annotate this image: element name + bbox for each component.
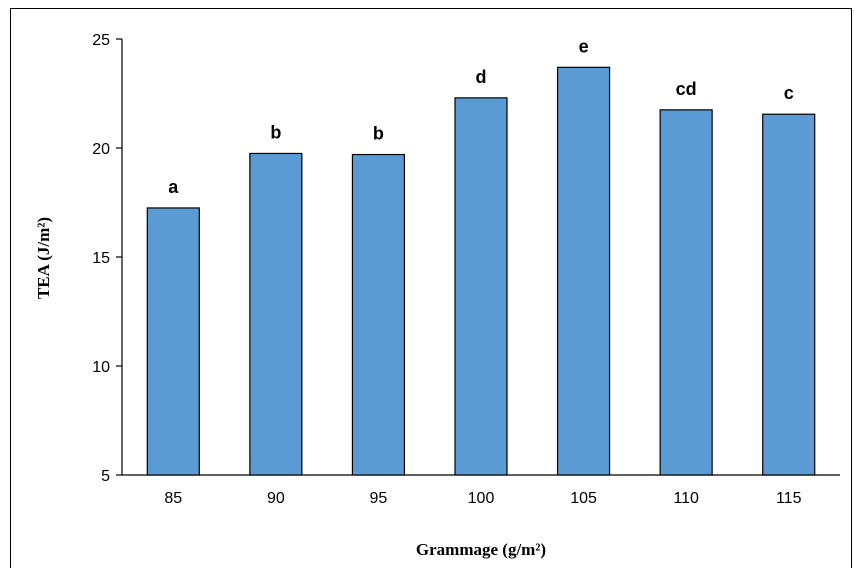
bar xyxy=(249,152,303,476)
bar-data-label: e xyxy=(579,36,589,56)
y-axis-title: TEA (J/m²) xyxy=(34,217,53,299)
bar-data-label: d xyxy=(476,67,487,87)
x-tick-label: 90 xyxy=(267,490,285,507)
bar-data-label: cd xyxy=(676,79,697,99)
bar-data-label: b xyxy=(373,124,384,144)
x-tick-label: 115 xyxy=(776,490,802,507)
axes: 5 10 15 20 25 85 90 95 100 105 110 115 xyxy=(92,32,840,507)
bar xyxy=(762,113,816,476)
bar xyxy=(556,66,611,476)
x-tick-label: 85 xyxy=(164,490,182,507)
bar-data-label: b xyxy=(270,122,281,142)
y-tick-label: 20 xyxy=(92,141,110,158)
y-tick-label: 15 xyxy=(92,250,110,267)
x-tick-label: 100 xyxy=(468,490,495,507)
y-tick-label: 25 xyxy=(92,32,110,49)
bar-data-label: a xyxy=(168,177,179,197)
y-tick-label: 5 xyxy=(101,468,110,485)
bars xyxy=(146,66,816,476)
x-tick-label: 105 xyxy=(570,490,597,507)
bar xyxy=(146,207,200,476)
data-labels: a b b d e cd c xyxy=(168,36,793,197)
x-tick-label: 110 xyxy=(673,490,699,507)
x-axis-title: Grammage (g/m²) xyxy=(416,540,546,559)
bar xyxy=(659,109,713,476)
bar xyxy=(454,97,508,476)
x-tick-label: 95 xyxy=(370,490,388,507)
bar xyxy=(351,153,406,476)
y-tick-label: 10 xyxy=(92,359,110,376)
bar-data-label: c xyxy=(784,83,794,103)
chart-frame xyxy=(10,8,852,568)
